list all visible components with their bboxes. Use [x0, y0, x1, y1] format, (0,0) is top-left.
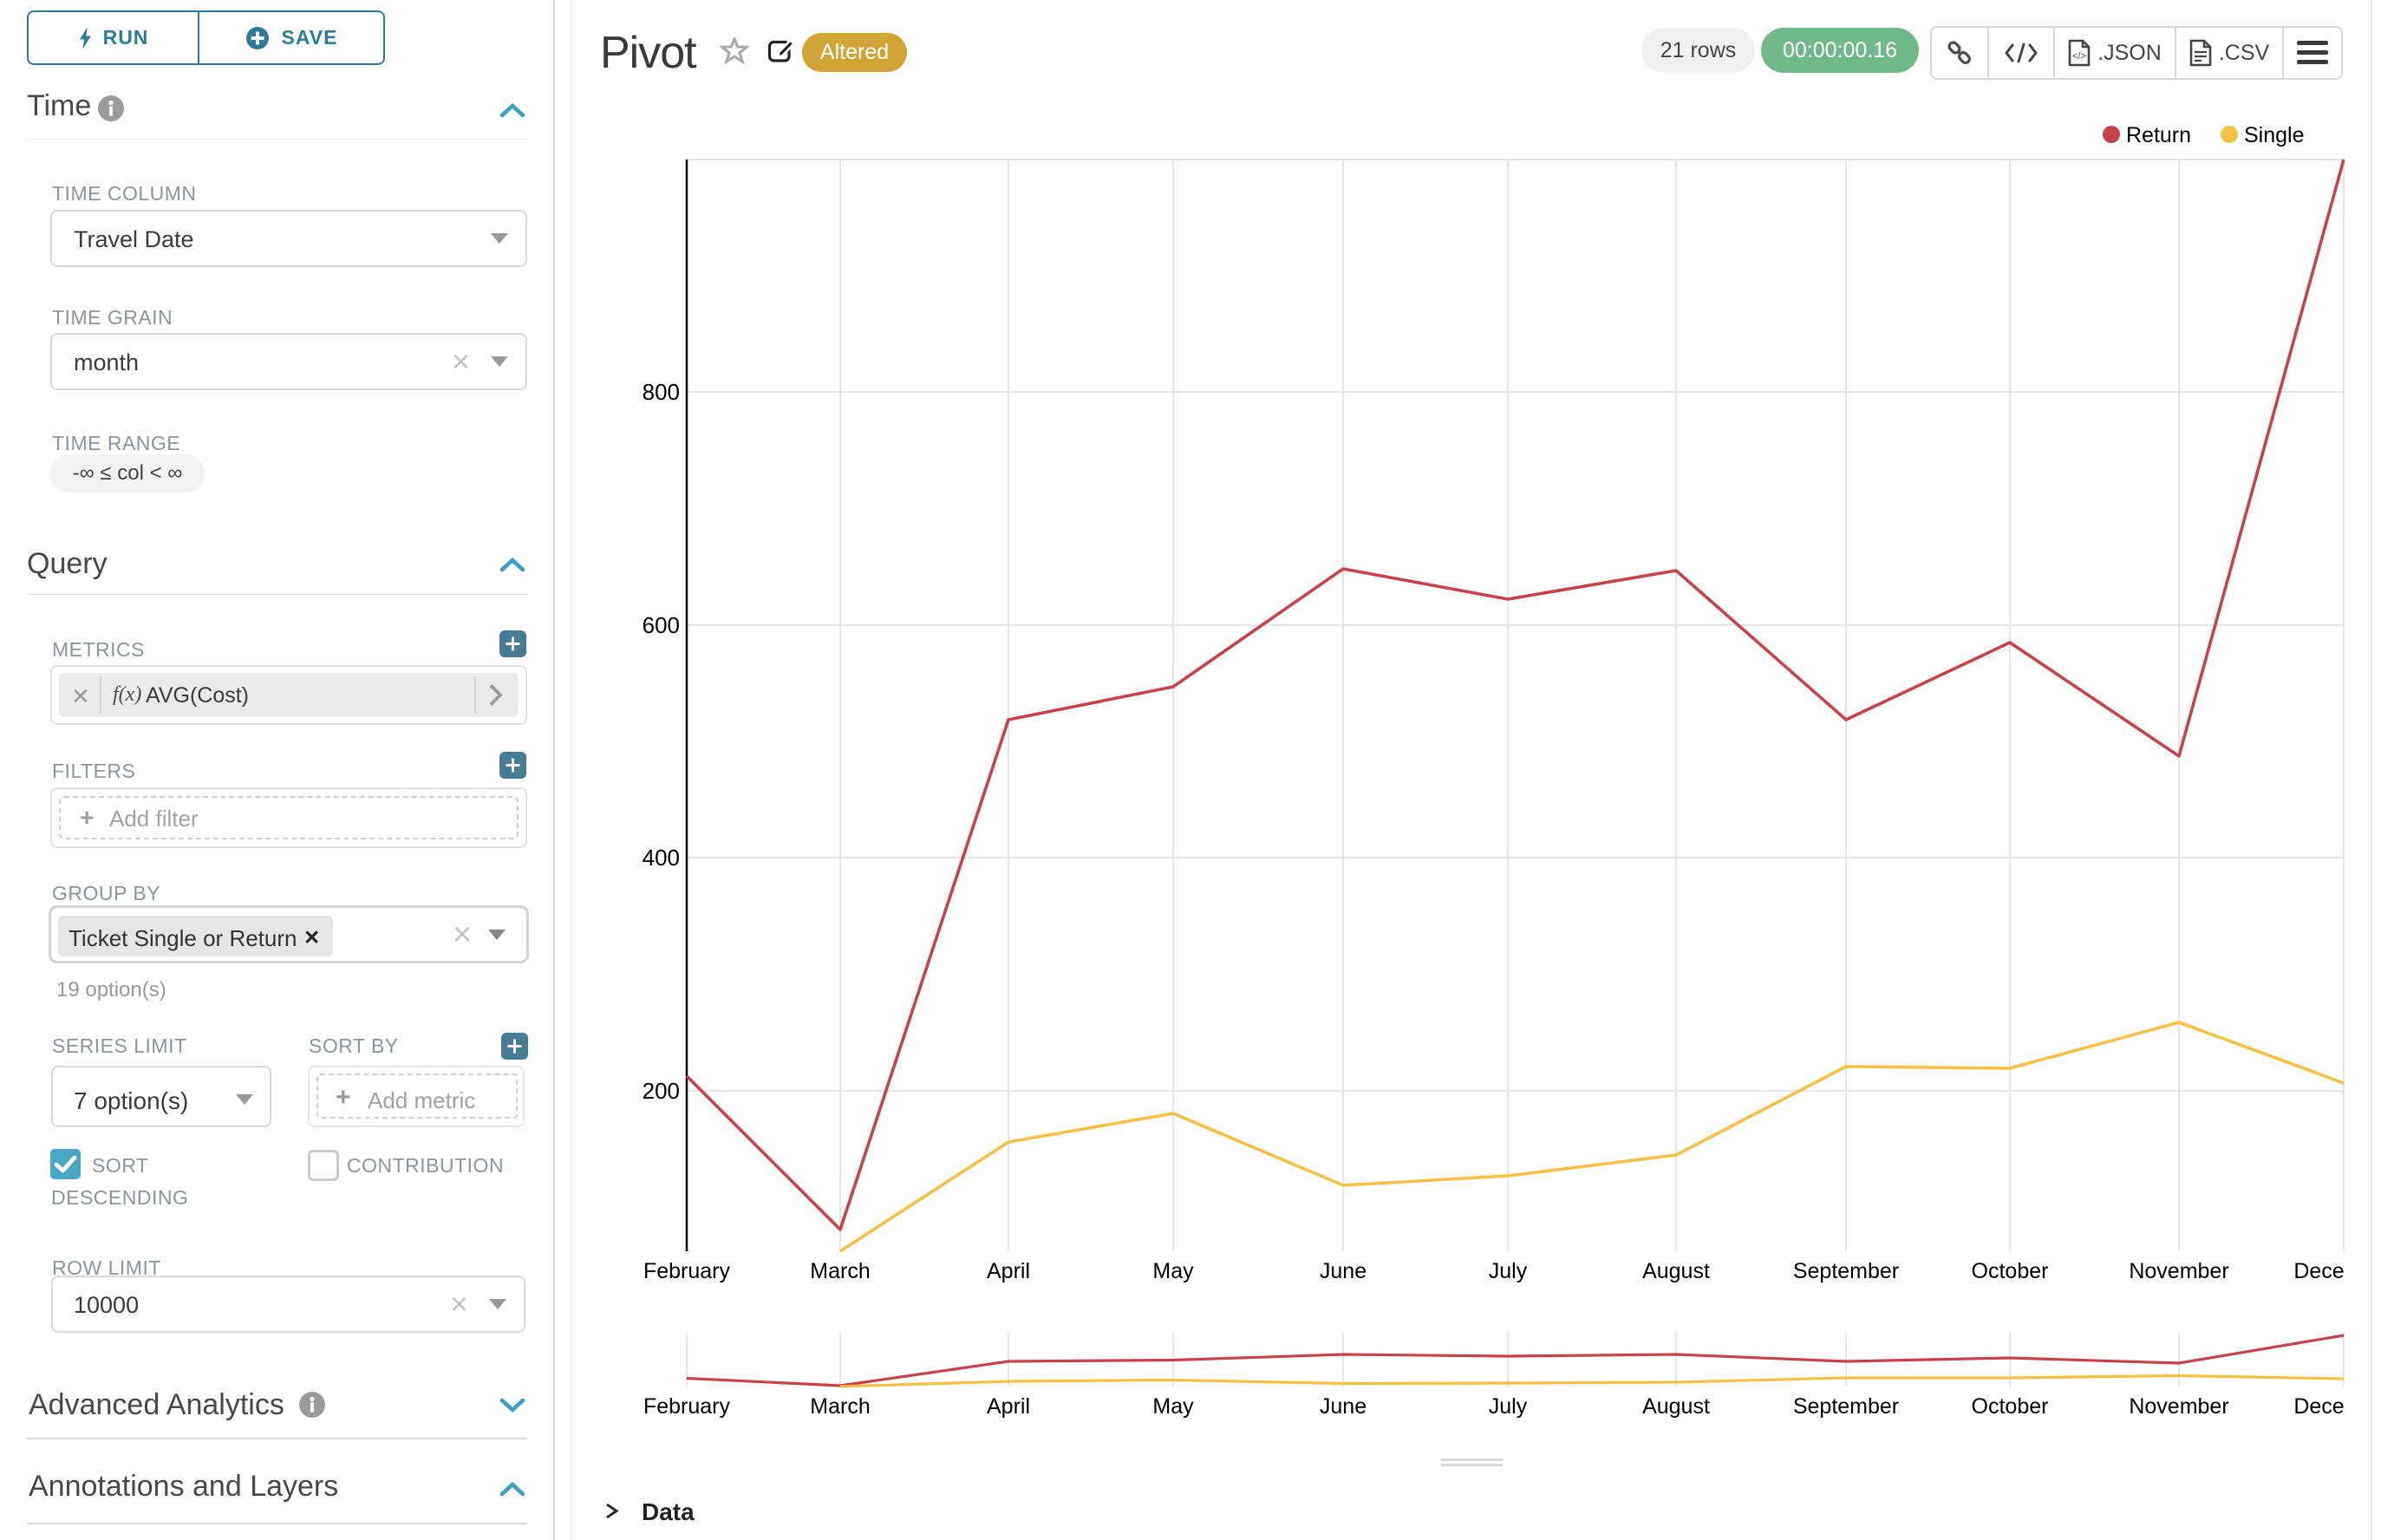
- svg-text:600: 600: [643, 612, 680, 638]
- svg-text:200: 200: [643, 1078, 680, 1104]
- svg-text:February: February: [643, 1259, 731, 1283]
- svg-text:June: June: [1320, 1394, 1367, 1419]
- svg-text:Return: Return: [2126, 123, 2191, 147]
- svg-text:October: October: [1972, 1259, 2049, 1283]
- svg-text:December: December: [2293, 1259, 2345, 1283]
- svg-text:April: April: [987, 1259, 1030, 1283]
- svg-text:May: May: [1152, 1259, 1194, 1283]
- svg-text:August: August: [1642, 1259, 1710, 1283]
- svg-text:November: November: [2129, 1394, 2228, 1419]
- svg-text:September: September: [1793, 1394, 1899, 1419]
- svg-text:September: September: [1793, 1259, 1899, 1283]
- svg-text:July: July: [1489, 1394, 1528, 1419]
- svg-text:July: July: [1489, 1259, 1528, 1283]
- svg-text:October: October: [1972, 1394, 2049, 1419]
- svg-text:March: March: [810, 1394, 870, 1419]
- svg-text:February: February: [643, 1394, 731, 1419]
- svg-text:December: December: [2293, 1394, 2345, 1419]
- svg-text:November: November: [2129, 1259, 2228, 1283]
- svg-text:June: June: [1320, 1259, 1367, 1283]
- svg-text:800: 800: [643, 379, 680, 405]
- svg-text:March: March: [810, 1259, 870, 1283]
- svg-text:</>: </>: [2072, 51, 2086, 62]
- svg-text:400: 400: [643, 845, 680, 871]
- svg-text:May: May: [1152, 1394, 1194, 1419]
- svg-text:August: August: [1642, 1394, 1710, 1419]
- svg-text:April: April: [987, 1394, 1030, 1419]
- svg-text:Single: Single: [2244, 123, 2305, 147]
